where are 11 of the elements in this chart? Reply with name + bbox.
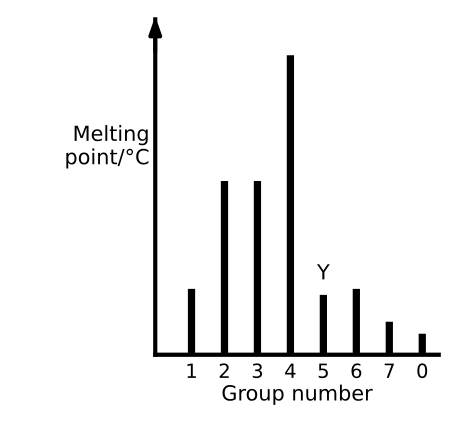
annotation: Y	[316, 264, 330, 280]
x-tick-label: 6	[352, 363, 362, 378]
x-tick-label: 1	[187, 364, 196, 378]
x-axis-title: Group number	[222, 384, 373, 405]
x-tick-label: 0	[417, 363, 428, 378]
x-tick-label: 2	[220, 363, 229, 378]
x-tick-label: 3	[252, 363, 262, 378]
x-tick-label: 5	[318, 364, 328, 378]
x-tick-label: 7	[384, 364, 394, 378]
y-axis-title: Melting point/°C	[66, 125, 148, 169]
x-tick-label: 4	[285, 364, 296, 378]
